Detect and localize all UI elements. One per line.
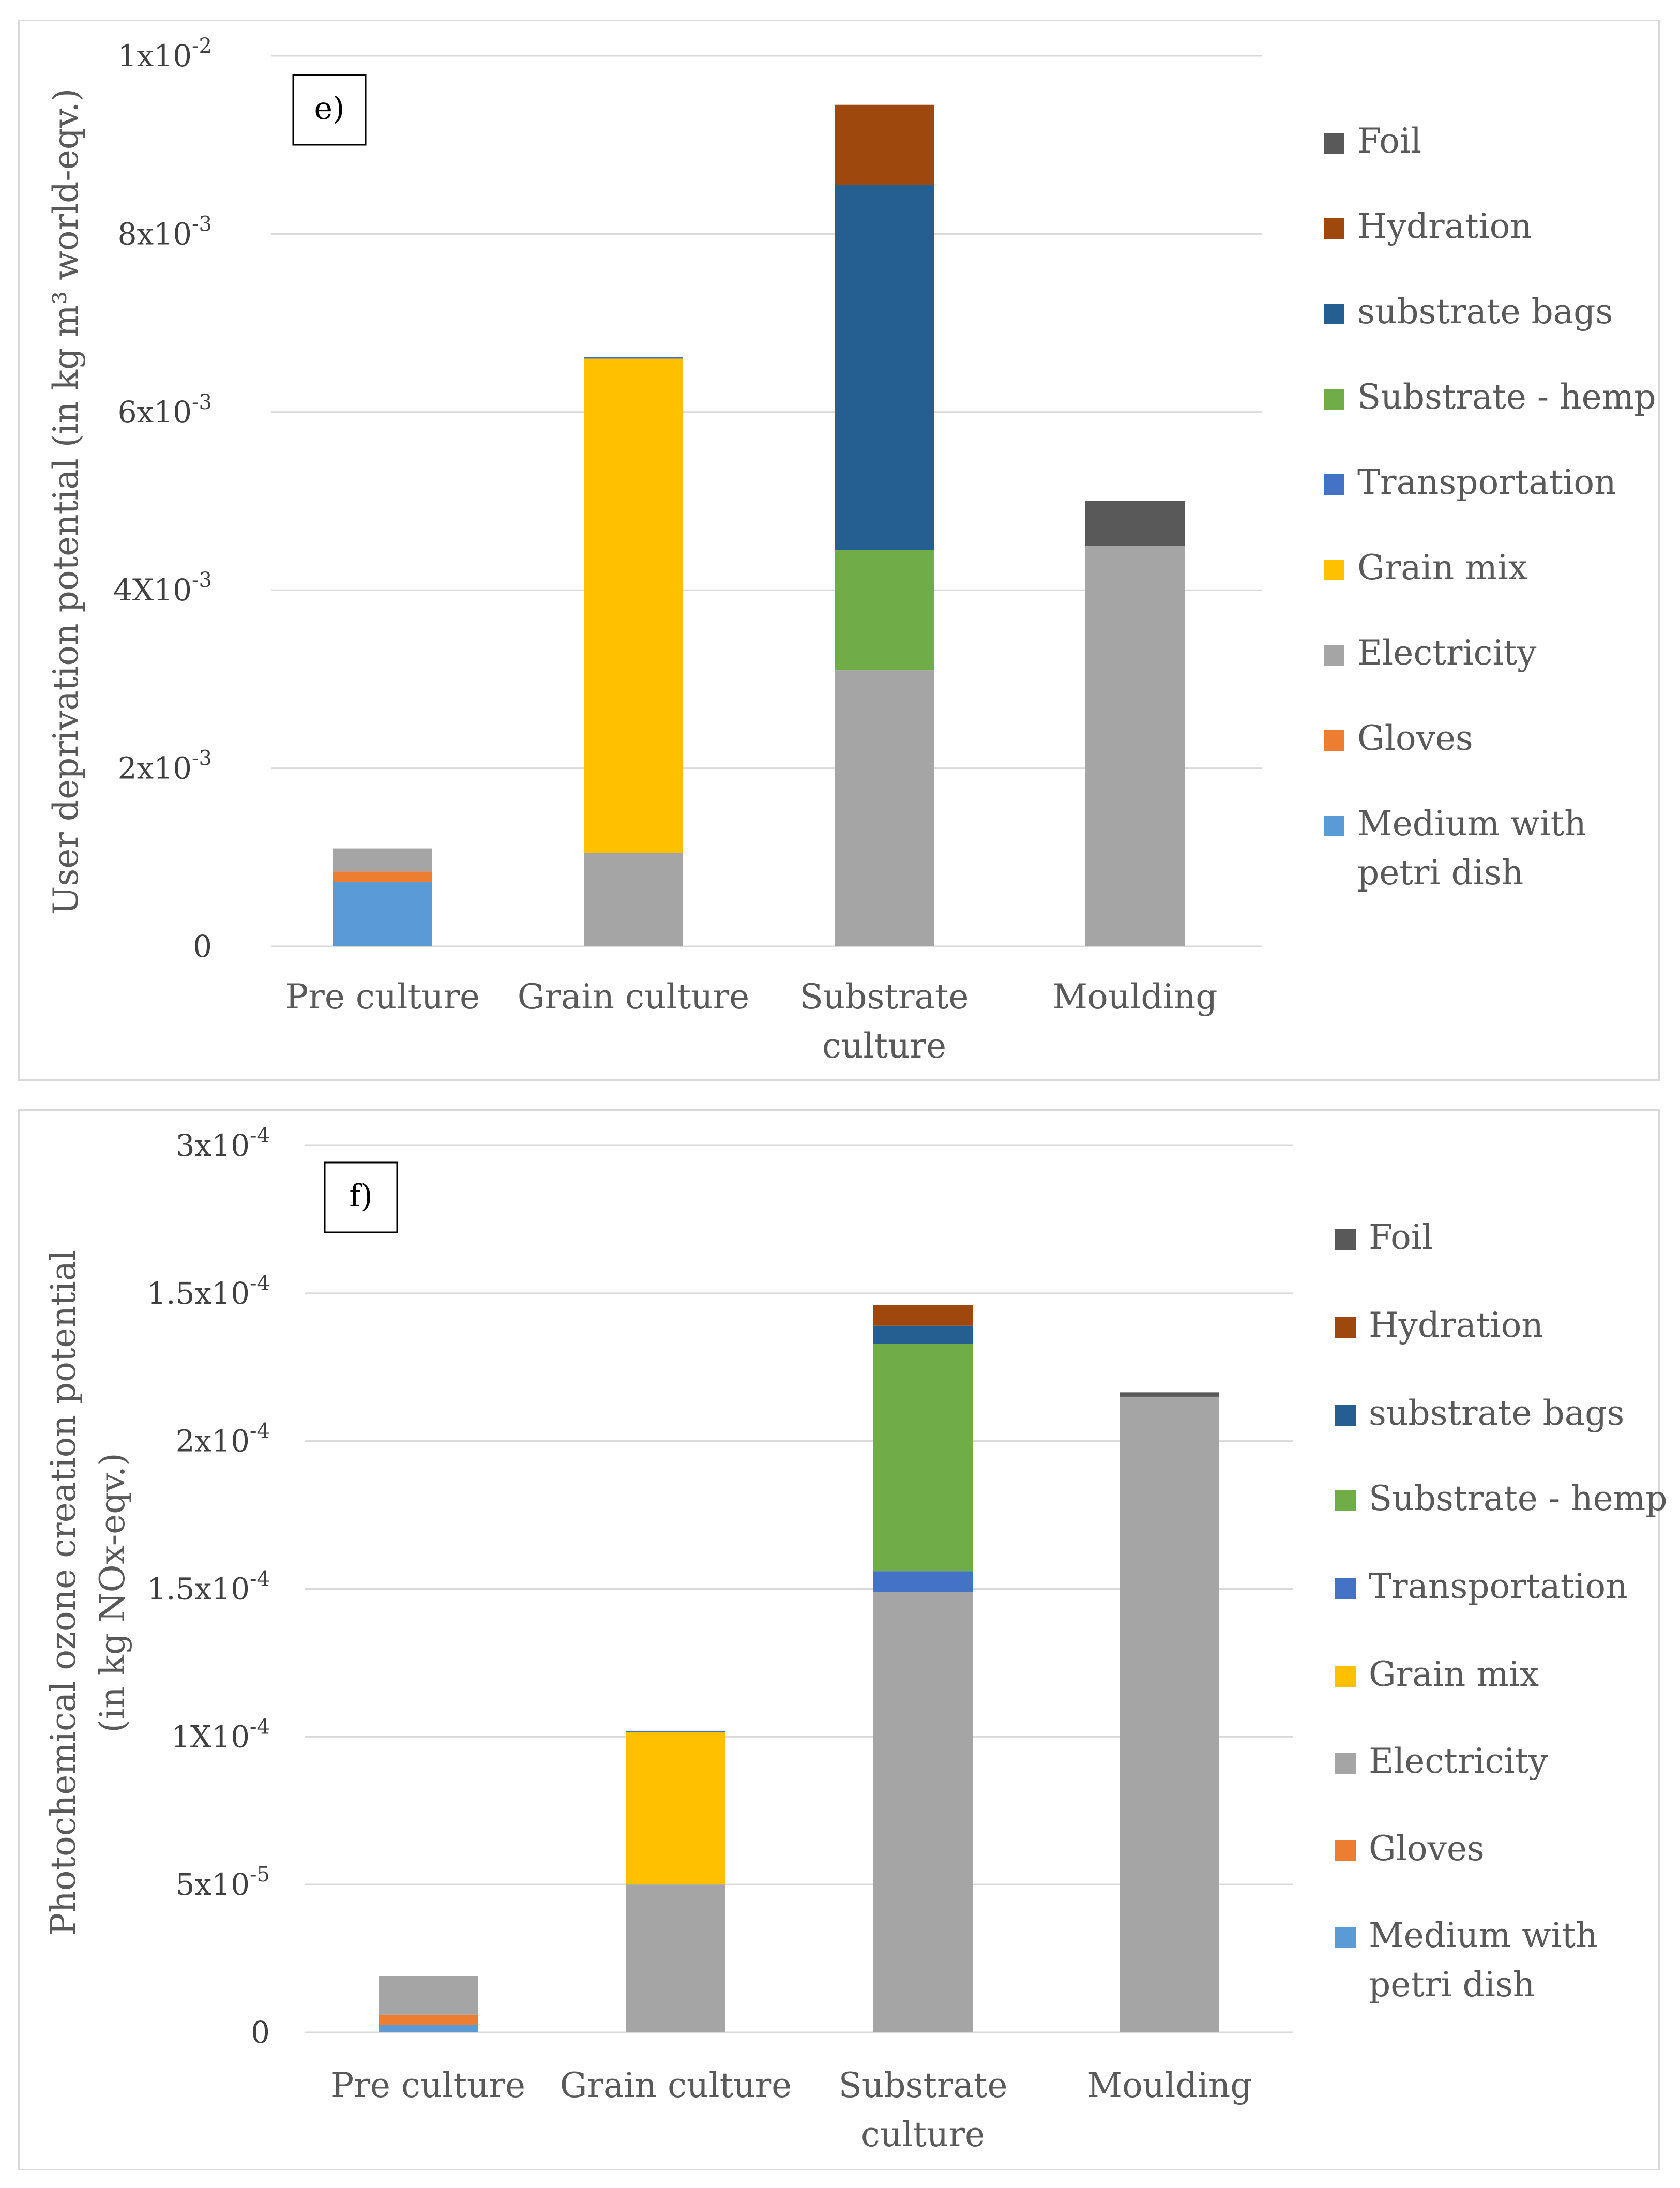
legend-label-grain-mix: Grain mix bbox=[1369, 1654, 1539, 1694]
y-tick-label: 2x10-4 bbox=[176, 1420, 270, 1459]
y-tick-label: 1X10-4 bbox=[171, 1715, 270, 1754]
legend-label-gloves: Gloves bbox=[1369, 1829, 1485, 1868]
y-axis-label: User deprivation potential (in kg m³ wor… bbox=[46, 88, 86, 915]
legend-swatch-grain-mix bbox=[1324, 560, 1344, 580]
y-tick-label: 1x10-2 bbox=[118, 34, 212, 73]
y-axis-label-line2: (in kg NOx-eqv.) bbox=[93, 1453, 132, 1732]
bar-substrate-culture-substrate-bags bbox=[835, 185, 934, 550]
legend-swatch-foil bbox=[1335, 1229, 1356, 1250]
x-category-label: Substrate bbox=[839, 2065, 1008, 2105]
legend-label-hydration: Hydration bbox=[1357, 206, 1532, 246]
legend-swatch-substrate-bags bbox=[1335, 1405, 1356, 1426]
bar-substrate-culture-hydration bbox=[873, 1305, 973, 1326]
bar-pre-culture-electricity bbox=[333, 848, 432, 872]
bar-substrate-culture-substrate-hemp bbox=[835, 550, 934, 671]
bar-grain-culture-grain-mix bbox=[626, 1732, 725, 1885]
chart-e: 0 2x10-3 4X10-3 6x10-3 8x10-3 1x10-2 Pre cultu… bbox=[46, 34, 1656, 1066]
legend-label-hydration: Hydration bbox=[1369, 1305, 1543, 1345]
legend-label-foil: Foil bbox=[1369, 1217, 1433, 1257]
panel-label: f) bbox=[349, 1178, 373, 1214]
legend-label-foil: Foil bbox=[1357, 121, 1421, 161]
legend-label-medium-with-petri-dish-line2: petri dish bbox=[1369, 1965, 1535, 2004]
bar-pre-culture-electricity bbox=[379, 1976, 478, 2015]
bar-substrate-culture-substrate-bags bbox=[873, 1325, 973, 1344]
legend-swatch-medium-with-petri-dish bbox=[1335, 1927, 1356, 1948]
legend-label-medium-with-petri-dish: Medium with bbox=[1369, 1915, 1598, 1955]
y-tick-label: 1.5x10-4 bbox=[147, 1272, 270, 1311]
x-category-label: Moulding bbox=[1087, 2065, 1252, 2105]
legend-label-transportation: Transportation bbox=[1357, 462, 1616, 502]
x-category-label: Pre culture bbox=[331, 2065, 525, 2105]
bar-grain-culture-grain-mix bbox=[584, 358, 683, 853]
y-tick-label: 0 bbox=[251, 2015, 270, 2050]
x-category-label-line2: culture bbox=[861, 2115, 985, 2154]
legend-label-medium-with-petri-dish: Medium with bbox=[1357, 804, 1586, 843]
legend-swatch-gloves bbox=[1324, 730, 1344, 751]
legend-label-medium-with-petri-dish-line2: petri dish bbox=[1357, 853, 1523, 893]
legend-swatch-transportation bbox=[1335, 1578, 1356, 1599]
legend-label-substrate-bags: substrate bags bbox=[1357, 292, 1613, 331]
legend-swatch-substrate-hemp bbox=[1335, 1490, 1356, 1511]
x-category-label-line2: culture bbox=[822, 1026, 946, 1066]
bar-grain-culture-electricity bbox=[584, 853, 683, 946]
bar-moulding-electricity bbox=[1120, 1396, 1219, 2032]
y-tick-label: 6x10-3 bbox=[118, 390, 212, 430]
legend-swatch-transportation bbox=[1324, 474, 1344, 495]
y-tick-label: 3x10-4 bbox=[176, 1124, 270, 1163]
legend-swatch-electricity bbox=[1335, 1753, 1356, 1774]
legend-label-transportation: Transportation bbox=[1369, 1566, 1628, 1606]
legend-swatch-grain-mix bbox=[1335, 1666, 1356, 1687]
legend-swatch-substrate-bags bbox=[1324, 304, 1344, 324]
y-axis-label: Photochemical ozone creation potential bbox=[43, 1250, 83, 1936]
x-category-label: Moulding bbox=[1052, 977, 1217, 1017]
panel-label-box bbox=[292, 74, 367, 146]
bar-grain-culture-electricity bbox=[626, 1884, 725, 2032]
y-tick-label: 0 bbox=[193, 929, 212, 964]
panel-label-box bbox=[324, 1161, 398, 1233]
legend-label-substrate-hemp: Substrate - hemp bbox=[1369, 1478, 1668, 1518]
y-tick-label: 4X10-3 bbox=[113, 568, 212, 608]
bar-substrate-culture-electricity bbox=[835, 670, 934, 946]
bar-moulding-foil bbox=[1120, 1392, 1219, 1397]
bar-grain-culture-transportation bbox=[626, 1730, 725, 1732]
bar-substrate-culture-substrate-hemp bbox=[873, 1344, 973, 1572]
legend-label-substrate-hemp: Substrate - hemp bbox=[1357, 377, 1656, 417]
x-category-label: Substrate bbox=[800, 977, 969, 1017]
legend-swatch-substrate-hemp bbox=[1324, 389, 1344, 410]
chart-f: 0 5x10-5 1X10-4 1.5x10-4 2x10-4 1.5x10-4 3x10-… bbox=[43, 1124, 1668, 2154]
legend-label-electricity: Electricity bbox=[1369, 1741, 1548, 1781]
legend-label-grain-mix: Grain mix bbox=[1357, 548, 1527, 587]
legend-label-substrate-bags: substrate bags bbox=[1369, 1393, 1624, 1433]
y-tick-label: 5x10-5 bbox=[176, 1863, 270, 1902]
legend-swatch-gloves bbox=[1335, 1840, 1356, 1861]
legend-swatch-hydration bbox=[1324, 218, 1344, 239]
legend-label-electricity: Electricity bbox=[1357, 633, 1537, 673]
bar-moulding-foil bbox=[1085, 501, 1185, 546]
bar-substrate-culture-hydration bbox=[835, 104, 934, 185]
legend-label-gloves: Gloves bbox=[1357, 718, 1473, 758]
y-tick-label: 2x10-3 bbox=[118, 747, 212, 786]
bar-pre-culture-medium-with-petri-dish bbox=[333, 882, 432, 946]
bar-pre-culture-gloves bbox=[379, 2014, 478, 2025]
bar-substrate-culture-electricity bbox=[873, 1592, 973, 2032]
bar-substrate-culture-transportation bbox=[873, 1571, 973, 1592]
legend-swatch-foil bbox=[1324, 133, 1344, 154]
chart-panel-f bbox=[18, 1109, 1660, 2170]
x-category-label: Pre culture bbox=[285, 977, 480, 1017]
bar-grain-culture-transportation bbox=[584, 357, 683, 359]
x-category-label: Grain culture bbox=[518, 977, 749, 1017]
legend-swatch-hydration bbox=[1335, 1317, 1356, 1338]
y-tick-label: 8x10-3 bbox=[118, 212, 212, 251]
x-category-label: Grain culture bbox=[560, 2065, 792, 2105]
bar-pre-culture-medium-with-petri-dish bbox=[379, 2025, 478, 2032]
bar-pre-culture-gloves bbox=[333, 871, 432, 883]
y-tick-label: 1.5x10-4 bbox=[147, 1567, 270, 1607]
panel-label: e) bbox=[314, 90, 345, 127]
bar-moulding-electricity bbox=[1085, 546, 1185, 946]
legend-swatch-medium-with-petri-dish bbox=[1324, 816, 1344, 836]
legend-swatch-electricity bbox=[1324, 645, 1344, 666]
